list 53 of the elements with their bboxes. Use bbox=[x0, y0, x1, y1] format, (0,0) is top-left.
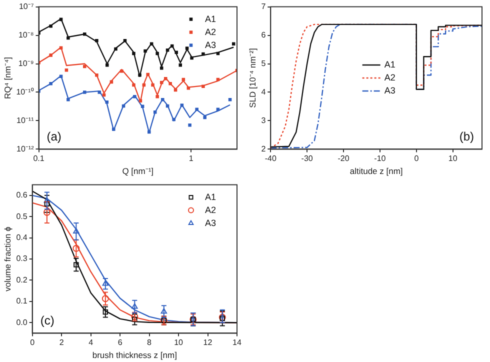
x-tick-label: 10 bbox=[448, 154, 458, 164]
y-tick-label: 10⁻⁹ bbox=[18, 58, 34, 68]
y-tick-label: 7 bbox=[261, 2, 266, 12]
y-tick-label: 4 bbox=[261, 87, 266, 96]
legend-label: A3 bbox=[205, 40, 216, 50]
annotation: (a) bbox=[46, 130, 62, 144]
y-tick-label: 0.6 bbox=[16, 190, 28, 200]
legend-label: A2 bbox=[205, 204, 216, 215]
y-tick-label: 0.1 bbox=[16, 296, 28, 306]
x-tick-label: 6 bbox=[118, 338, 123, 348]
legend-label: A1 bbox=[384, 59, 396, 70]
legend-label: A1 bbox=[205, 192, 216, 202]
y-tick-label: 6 bbox=[261, 30, 266, 40]
y-axis-title: SLD [10⁻⁴ nm⁻²] bbox=[247, 48, 258, 108]
y-tick-label: 0.0 bbox=[16, 318, 28, 327]
x-tick-label: -40 bbox=[264, 154, 277, 164]
y-tick-label: 3 bbox=[261, 116, 266, 125]
legend-label: A3 bbox=[384, 85, 396, 96]
x-tick-label: 8 bbox=[147, 338, 152, 348]
x-axis-title: Q [nm⁻¹] bbox=[122, 166, 154, 176]
legend-label: A2 bbox=[205, 26, 216, 37]
y-tick-label: 0.4 bbox=[16, 233, 28, 242]
legend-label: A1 bbox=[205, 14, 216, 24]
annotation: (c) bbox=[40, 314, 54, 328]
y-tick-label: 2 bbox=[261, 144, 266, 154]
legend-label: A3 bbox=[205, 218, 216, 228]
y-tick-label: 5 bbox=[261, 58, 266, 68]
x-tick-label: 2 bbox=[59, 338, 64, 348]
x-tick-label: 0 bbox=[30, 338, 36, 348]
x-tick-label: -30 bbox=[301, 154, 314, 164]
legend-label: A2 bbox=[384, 72, 396, 82]
y-tick-label: 0.5 bbox=[16, 212, 28, 221]
y-axis-title: volume fraction ϕ bbox=[2, 226, 12, 292]
y-tick-label: 10⁻¹¹ bbox=[16, 116, 34, 125]
x-tick-label: 4 bbox=[88, 338, 94, 348]
x-tick-label: 1 bbox=[188, 154, 194, 164]
annotation: (b) bbox=[459, 130, 474, 144]
x-tick-label: -10 bbox=[374, 154, 386, 164]
y-tick-label: 10⁻¹² bbox=[16, 144, 34, 154]
y-tick-label: 10⁻⁷ bbox=[18, 2, 34, 12]
x-tick-label: -20 bbox=[338, 154, 350, 164]
x-tick-label: 0 bbox=[414, 154, 420, 164]
y-tick-label: 10⁻⁸ bbox=[18, 30, 34, 40]
x-tick-label: 12 bbox=[203, 338, 213, 348]
y-tick-label: 10⁻¹⁰ bbox=[16, 87, 34, 96]
y-tick-label: 0.2 bbox=[16, 275, 28, 284]
x-tick-label: 0.1 bbox=[33, 154, 45, 164]
y-axis-title: RQ⁴ [nm⁻⁴] bbox=[2, 57, 12, 99]
x-tick-label: 14 bbox=[232, 338, 242, 348]
y-tick-label: 0.3 bbox=[16, 254, 28, 264]
x-tick-label: 10 bbox=[174, 338, 184, 348]
x-axis-title: brush thickness z [nm] bbox=[92, 350, 177, 360]
x-axis-title: altitude z [nm] bbox=[350, 166, 403, 176]
